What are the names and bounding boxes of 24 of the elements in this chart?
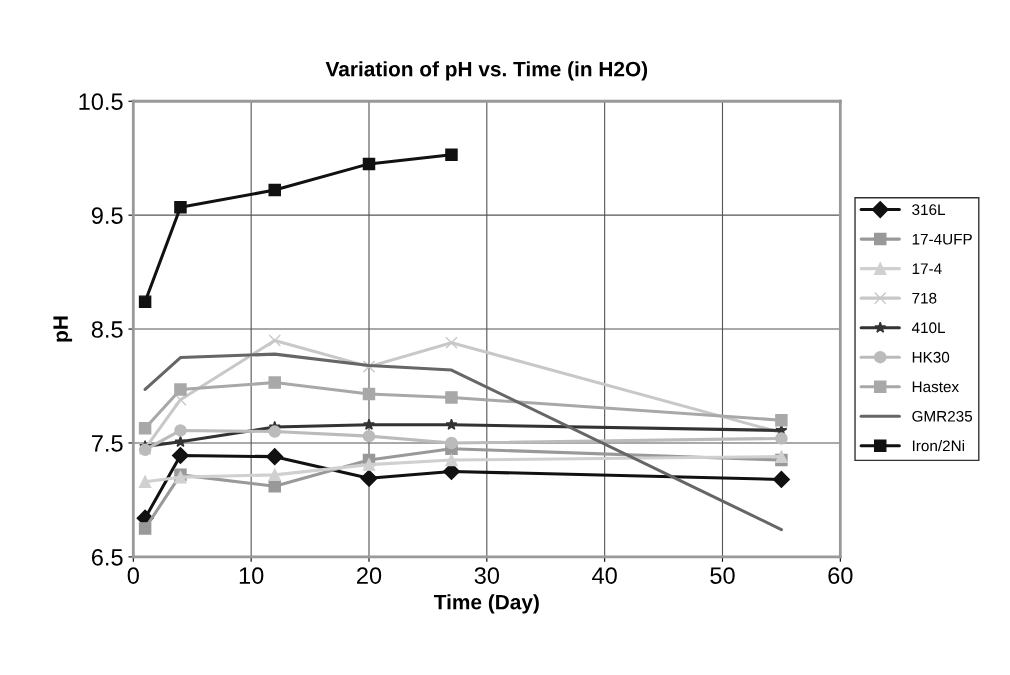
x-tick-label: 60 [828, 567, 853, 584]
legend-label: 718 [912, 292, 937, 304]
x-tick-label: 0 [127, 567, 139, 584]
chart-title: Variation of pH vs. Time (in H2O) [325, 61, 648, 81]
x-tick-label: 40 [592, 567, 617, 584]
legend-label: 316L [912, 204, 946, 216]
legend-label: GMR235 [912, 410, 973, 422]
x-tick-label: 10 [239, 567, 264, 584]
legend-label: 17-4UFP [912, 233, 972, 245]
y-tick-label: 9.5 [91, 207, 123, 224]
legend-label: Iron/2Ni [912, 440, 965, 452]
legend-label: 410L [911, 322, 946, 334]
y-axis-title: pH [53, 316, 73, 342]
legend-label: 17-4 [912, 263, 942, 274]
y-tick-label: 10.5 [79, 93, 123, 111]
x-tick-label: 50 [710, 567, 735, 584]
y-tick-label: 7.5 [91, 435, 123, 452]
legend-label: HK30 [912, 351, 950, 363]
y-tick-label: 8.5 [91, 321, 123, 338]
x-tick-label: 20 [357, 567, 382, 584]
y-tick-label: 6.5 [91, 548, 123, 566]
legend-label: Hastex [912, 381, 959, 393]
x-axis-title: Time (Day) [433, 594, 539, 614]
x-tick-label: 30 [474, 567, 500, 584]
